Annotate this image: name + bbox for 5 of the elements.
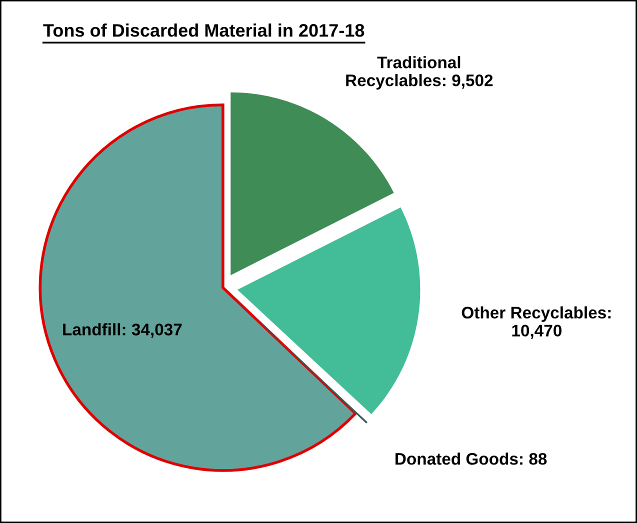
slice-label: Other Recyclables: 10,470 <box>462 306 611 339</box>
slice-label: Donated Goods: 88 <box>396 452 547 465</box>
slice-label: Landfill: 34,037 <box>63 323 182 338</box>
chart-title: Tons of Discarded Material in 2017-18 <box>43 24 364 37</box>
slice-label: Traditional Recyclables: 9,502 <box>346 56 493 90</box>
